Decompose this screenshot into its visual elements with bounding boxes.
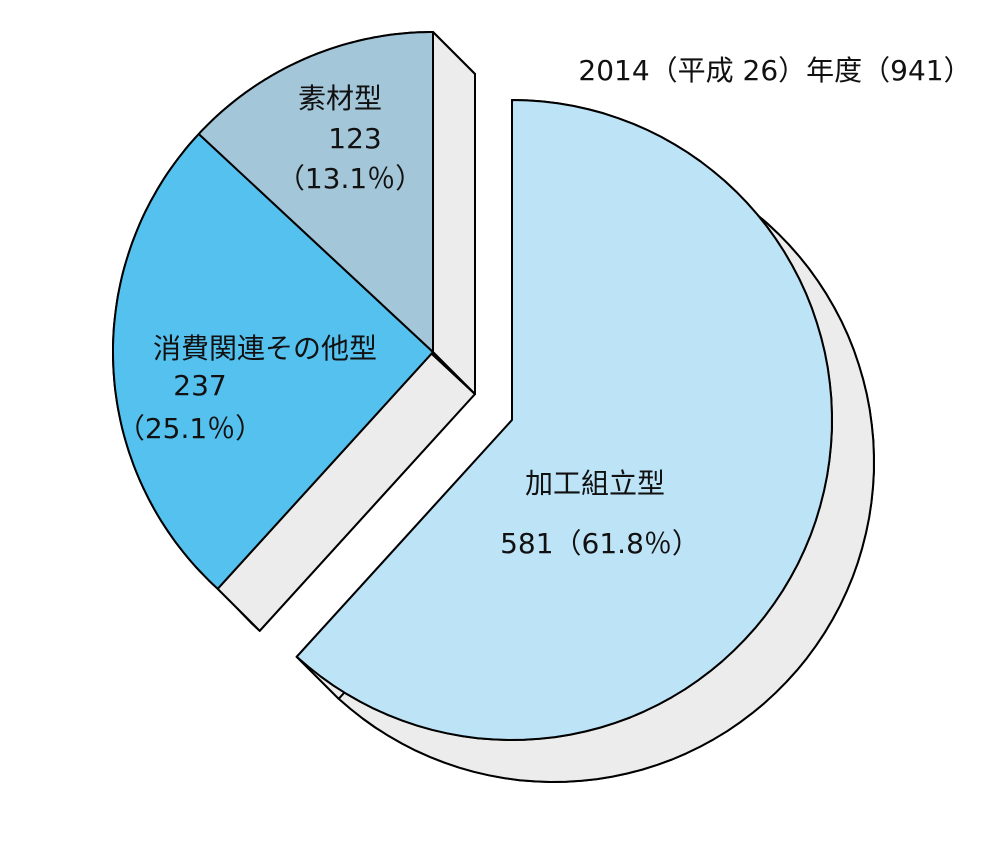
slice xyxy=(295,99,833,741)
category-label: 素材型 xyxy=(298,82,382,115)
slice xyxy=(112,133,434,590)
value-label: 123 xyxy=(328,122,381,155)
share-label: （25.1％） xyxy=(117,412,263,445)
share-label: （61.8％） xyxy=(554,527,700,560)
slice-side xyxy=(432,31,476,395)
value-share-label: 581（61.8％） xyxy=(500,527,700,560)
share-label: （13.1％） xyxy=(277,162,423,195)
value-label: 237 xyxy=(173,369,226,402)
category-label: 消費関連その他型 xyxy=(153,332,377,365)
chart-title: 2014（平成 26）年度（941） xyxy=(578,54,971,87)
value-label: 581 xyxy=(500,527,553,560)
slice xyxy=(197,31,434,353)
category-label: 加工組立型 xyxy=(525,467,665,500)
